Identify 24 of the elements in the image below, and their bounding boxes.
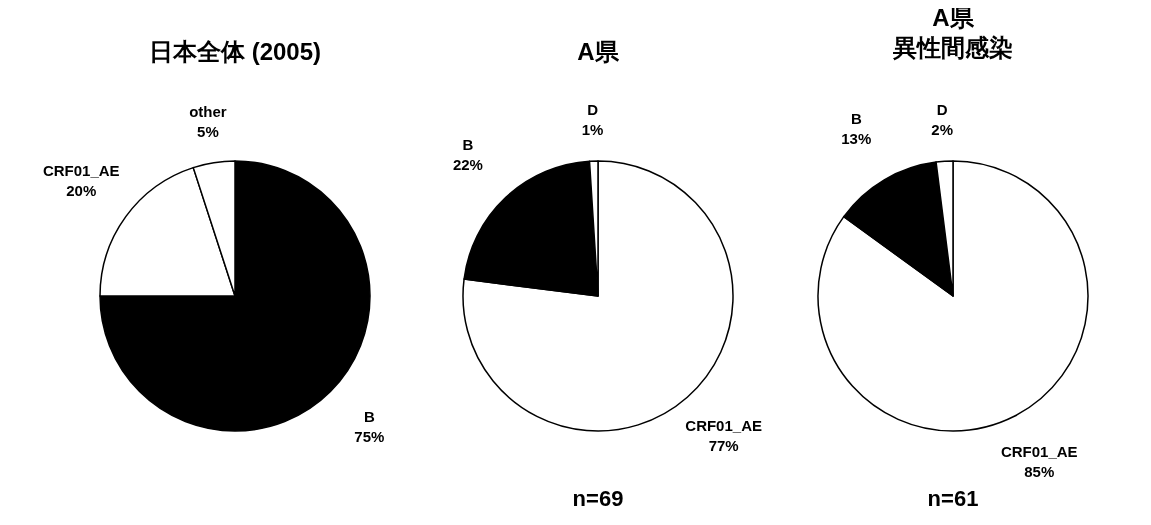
data-label: 77% [708, 436, 739, 454]
data-label: 75% [354, 428, 385, 446]
text: n=69 [572, 486, 624, 511]
data-label: 1% [581, 121, 604, 139]
slice-label: B [462, 135, 474, 153]
pie-slice [817, 160, 1089, 432]
data-label: 22% [452, 155, 483, 173]
chart-subtitle: 異性間感染 [892, 34, 1013, 61]
slice-label: B [850, 110, 862, 128]
slice-label: D [936, 101, 948, 119]
data-label: 2% [931, 121, 953, 139]
slice-label: CRF01_AE [1000, 443, 1078, 461]
text: n=61 [927, 486, 979, 511]
data-label: 5% [197, 123, 219, 141]
slice-label: D [587, 101, 599, 119]
chart-title: A県 [577, 38, 620, 65]
data-label: 20% [66, 182, 97, 200]
slice-label: B [363, 408, 375, 426]
data-label: 85% [1024, 463, 1055, 481]
slice-label: CRF01_AE [42, 162, 120, 180]
chart-title: 日本全体 (2005) [148, 38, 322, 65]
data-label: 13% [841, 130, 872, 148]
slice-label: other [189, 103, 227, 121]
slice-label: CRF01_AE [685, 416, 762, 434]
